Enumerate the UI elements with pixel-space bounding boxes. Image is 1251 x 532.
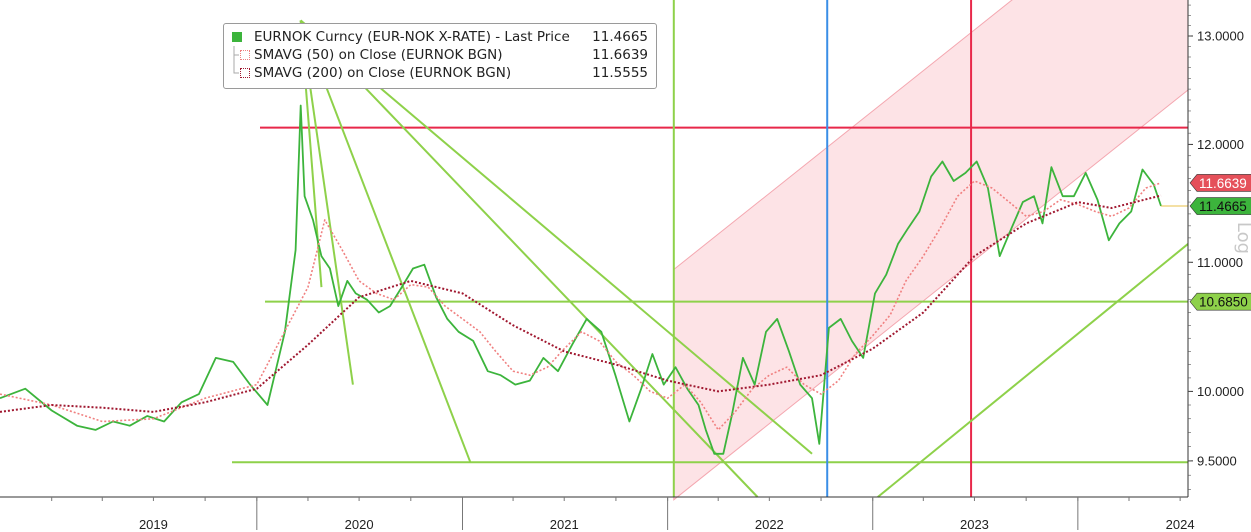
legend-item-smavg-50: SMAVG (50) on Close (EURNOK BGN) 11.6639 (230, 46, 650, 64)
y-tick-label: 9.5000 (1197, 453, 1237, 468)
legend-value: 11.4665 (592, 29, 648, 45)
legend-tree-icon (233, 46, 239, 64)
y-tick-label: 12.0000 (1197, 137, 1244, 152)
series-smavg-200 (0, 194, 1162, 413)
log-scale-label: Log (1233, 222, 1251, 254)
horizontal-lines (232, 126, 1188, 464)
series-price-line (0, 104, 1162, 455)
price-tags: 11.6639 11.4665 10.6850 (1189, 174, 1251, 311)
trend-line (299, 20, 472, 463)
trend-lines (299, 19, 1189, 498)
x-tick-label: 2023 (960, 517, 989, 532)
legend-tree-icon (233, 64, 239, 74)
price-tag-label: 10.6850 (1199, 295, 1248, 310)
legend-label: EURNOK Curncy (EUR-NOK X-RATE) - Last Pr… (254, 29, 570, 45)
legend: EURNOK Curncy (EUR-NOK X-RATE) - Last Pr… (223, 23, 657, 89)
trend-channel (673, 0, 1189, 501)
x-tick-label: 2020 (345, 517, 374, 532)
x-tick-label: 2019 (139, 517, 168, 532)
legend-label: SMAVG (50) on Close (EURNOK BGN) (254, 47, 503, 63)
x-tick-label: 2022 (755, 517, 784, 532)
price-tag (1189, 174, 1251, 192)
y-tick-label: 10.0000 (1197, 384, 1244, 399)
series-smavg-50 (0, 180, 1162, 431)
trend-line (299, 19, 759, 498)
legend-value: 11.5555 (592, 65, 648, 81)
y-tick-label: 13.0000 (1197, 28, 1244, 43)
y-tick-label: 11.0000 (1197, 255, 1243, 270)
legend-label: SMAVG (200) on Close (EURNOK BGN) (254, 65, 512, 81)
price-tag (1189, 197, 1251, 215)
legend-item-price: EURNOK Curncy (EUR-NOK X-RATE) - Last Pr… (230, 28, 650, 46)
legend-swatch-green (232, 32, 242, 42)
price-tag (1189, 292, 1251, 311)
legend-value: 11.6639 (592, 47, 648, 63)
trend-line (877, 243, 1189, 498)
legend-item-smavg-200: SMAVG (200) on Close (EURNOK BGN) 11.555… (230, 64, 650, 82)
x-tick-label: 2024 (1166, 517, 1195, 532)
legend-swatch-darkred (240, 68, 250, 78)
vertical-lines (672, 0, 973, 497)
price-tag-label: 11.6639 (1199, 176, 1247, 191)
channel-band (673, 0, 1189, 501)
series-layer (0, 104, 1188, 455)
legend-swatch-pink (240, 50, 250, 60)
x-tick-label: 2021 (550, 517, 579, 532)
price-tag-label: 11.4665 (1199, 199, 1247, 214)
trend-line (300, 19, 813, 455)
